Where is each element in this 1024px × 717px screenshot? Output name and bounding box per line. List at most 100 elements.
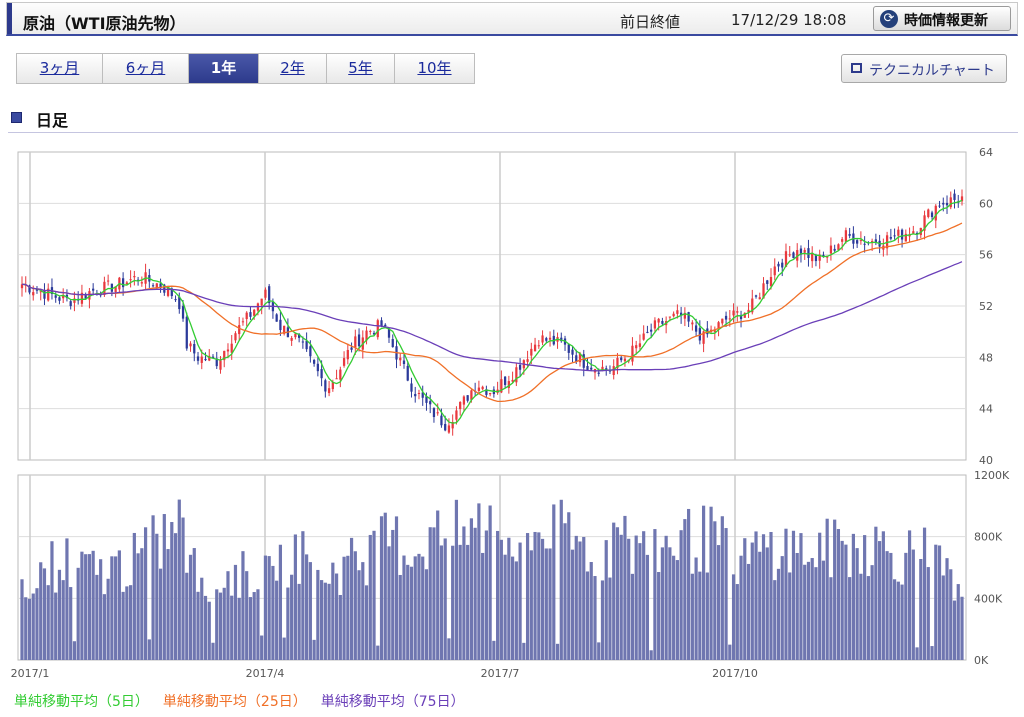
candle-body: [934, 205, 937, 221]
price-y-tick-label: 52: [979, 300, 993, 313]
x-tick-label: 2017/1: [11, 667, 50, 680]
volume-bar: [424, 569, 429, 660]
candle-body: [537, 345, 540, 347]
candle-body: [309, 346, 312, 357]
candle-body: [268, 286, 271, 304]
volume-bar: [791, 530, 796, 660]
tab-3-months[interactable]: 3ヶ月: [17, 54, 103, 83]
volume-bar: [615, 527, 620, 660]
tab-2-years[interactable]: 2年: [259, 54, 327, 83]
candle-body: [35, 288, 39, 291]
volume-bar: [87, 554, 92, 660]
candle-body: [429, 401, 432, 405]
volume-bar: [256, 589, 260, 660]
volume-bar: [529, 550, 533, 660]
volume-bar: [784, 528, 788, 660]
volume-bar: [919, 558, 923, 660]
volume-bar: [20, 579, 24, 660]
candle-body: [466, 395, 469, 401]
candle-body: [406, 365, 409, 381]
candle-body: [369, 331, 372, 333]
volume-bar: [466, 544, 470, 660]
volume-bar: [50, 541, 54, 660]
tab-6-months[interactable]: 6ヶ月: [103, 54, 189, 83]
volume-bar: [387, 546, 391, 660]
candle-body: [350, 347, 353, 350]
volume-bar: [185, 572, 189, 660]
volume-bar: [496, 530, 500, 660]
candle-body: [189, 343, 192, 347]
volume-bar: [252, 592, 256, 660]
volume-bar: [361, 562, 365, 660]
volume-bar: [143, 527, 148, 660]
tab-1-year[interactable]: 1年: [189, 54, 259, 83]
volume-bar: [54, 592, 58, 660]
volume-bar: [84, 554, 88, 660]
candle-body: [455, 410, 458, 420]
volume-bar: [447, 638, 451, 660]
candle-body: [893, 235, 896, 237]
volume-bar: [342, 556, 346, 660]
candle-body: [264, 289, 267, 298]
volume-bar: [619, 534, 623, 660]
prev-close-label: 前日終値: [620, 13, 681, 31]
volume-bar: [795, 552, 799, 660]
volume-bar: [72, 641, 77, 660]
technical-chart-button[interactable]: テクニカルチャート: [841, 54, 1007, 83]
tab-5-years[interactable]: 5年: [327, 54, 395, 83]
volume-bar: [140, 548, 144, 660]
volume-bar: [443, 538, 447, 660]
page-title: 原油（WTI原油先物）: [23, 14, 186, 33]
candle-body: [88, 291, 91, 300]
candle-body: [421, 392, 424, 398]
ma75-line: [21, 261, 963, 372]
volume-bar: [379, 516, 384, 660]
volume-bar: [211, 642, 215, 660]
legend-ma25: 単純移動平均（25日）: [162, 694, 307, 710]
refresh-button[interactable]: ⟳ 時価情報更新: [873, 6, 1011, 31]
volume-bar: [889, 552, 893, 660]
volume-bar: [900, 584, 904, 660]
candle-body: [279, 319, 282, 331]
candle-body: [841, 239, 844, 242]
volume-bar: [469, 518, 474, 660]
volume-bar: [46, 585, 50, 660]
candle-body: [436, 412, 439, 414]
volume-bar: [230, 595, 234, 660]
volume-bar: [750, 542, 754, 660]
volume-bar: [694, 557, 698, 660]
section-title: 日足: [36, 111, 69, 130]
volume-bar: [634, 535, 638, 660]
tab-10-years[interactable]: 10年: [395, 54, 474, 83]
refresh-button-label: 時価情報更新: [904, 13, 988, 29]
volume-bar: [657, 572, 661, 660]
volume-bar: [286, 587, 290, 660]
candle-body: [219, 360, 222, 370]
timestamp: 17/12/29 18:08: [731, 11, 847, 29]
candle-body: [781, 262, 784, 268]
candle-body: [837, 244, 840, 250]
volume-bar: [290, 574, 294, 660]
volume-bar: [892, 579, 897, 660]
candle-body: [530, 348, 533, 356]
candle-body: [155, 283, 158, 288]
volume-bar: [585, 571, 590, 660]
candle-body: [807, 248, 810, 259]
volume-bar: [922, 527, 927, 660]
volume-bar: [638, 543, 642, 660]
volume-bar: [226, 571, 230, 660]
volume-bar: [102, 594, 106, 660]
volume-bar: [701, 505, 706, 660]
candle-body: [915, 232, 919, 234]
volume-bar: [323, 582, 327, 660]
volume-bar: [915, 647, 919, 660]
volume-bar: [31, 593, 35, 660]
volume-bar: [949, 569, 953, 660]
volume-bar: [312, 639, 316, 660]
volume-bar: [331, 562, 335, 660]
volume-bar: [35, 588, 39, 660]
candle-body: [912, 231, 915, 234]
volume-bar: [612, 522, 616, 660]
volume-bar: [394, 516, 399, 660]
candle-body: [339, 369, 342, 380]
